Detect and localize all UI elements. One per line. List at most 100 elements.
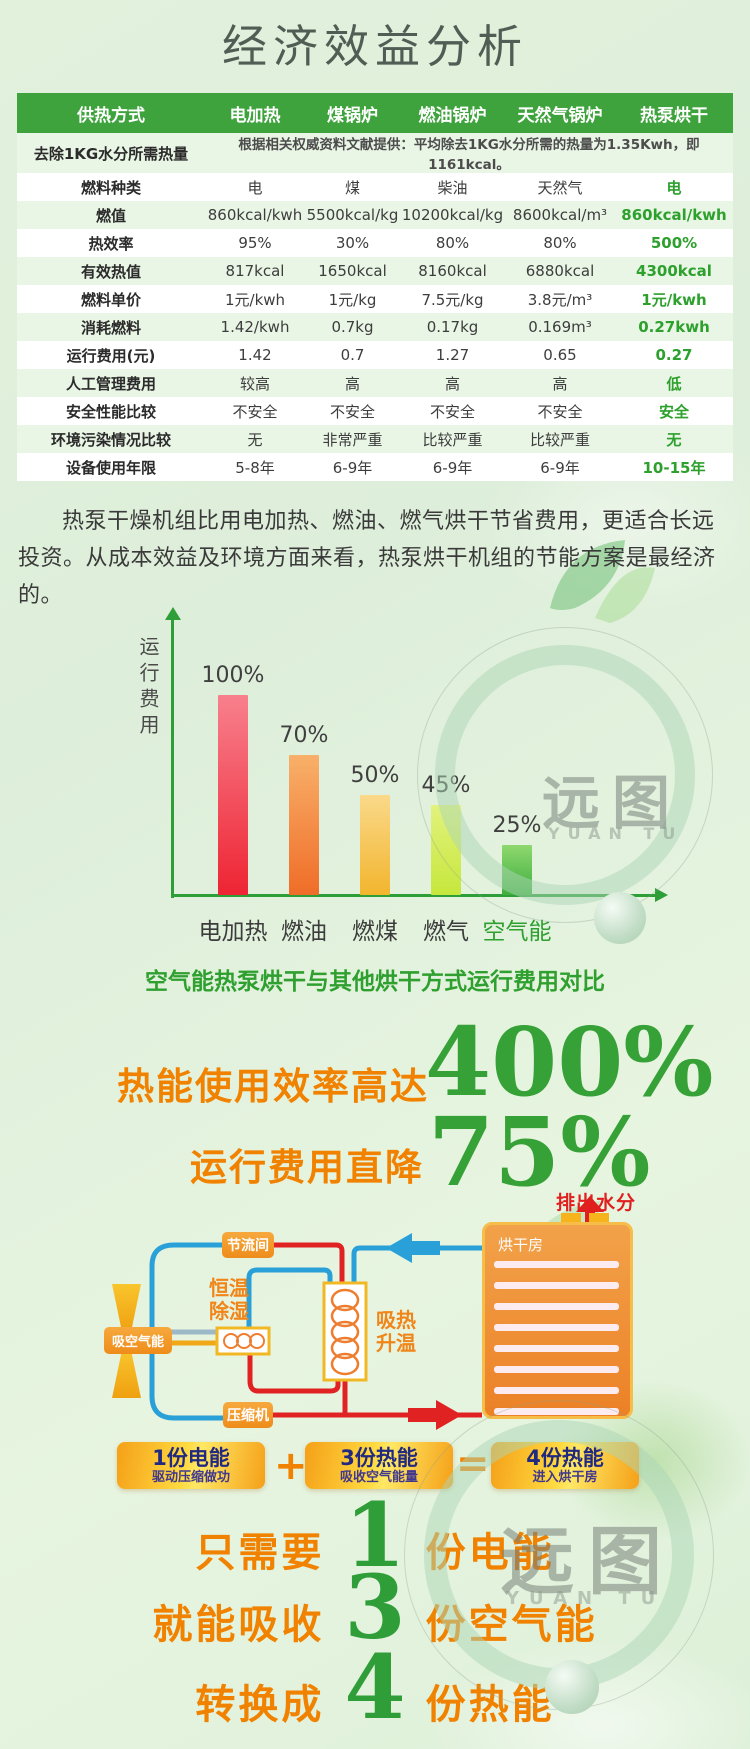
fan-label: 吸空气能: [104, 1327, 172, 1354]
table-row: 消耗燃料 1.42/kwh 0.7kg 0.17kg 0.169m³ 0.27kwh: [17, 313, 733, 341]
drying-room-label: 烘干房: [498, 1236, 544, 1254]
row-label: 燃料单价: [80, 290, 141, 309]
bar-category-label: 空气能: [482, 919, 552, 945]
bar: [431, 805, 461, 895]
table-cell: 安全: [658, 402, 689, 421]
table-cell: 7.5元/kg: [421, 290, 484, 309]
throttle-label: 节流间: [222, 1232, 274, 1258]
energy-box-subtitle: 进入烘干房: [532, 1470, 598, 1485]
energy-box-output: 4份热能 进入烘干房: [491, 1442, 639, 1489]
statement-suffix: 份热能: [425, 1682, 555, 1728]
blue-pipe: [351, 1245, 482, 1283]
coil-loop-icon: [330, 1320, 360, 1344]
bar-category-label: 燃气: [423, 919, 469, 945]
table-cell: 高: [344, 374, 360, 393]
room-slat: [494, 1366, 619, 1373]
table-cell: 比较严重: [422, 430, 483, 449]
energy-box-title: 4份热能: [526, 1446, 604, 1470]
room-slat: [494, 1282, 619, 1289]
table-row: 设备使用年限 5-8年 6-9年 6-9年 6-9年 10-15年: [17, 453, 733, 481]
x-axis: [171, 894, 657, 897]
row-label: 环境污染情况比较: [50, 430, 171, 449]
note-text: 根据相关权威资料文献提供：平均除去1KG水分所需的热量为1.35Kwh，即116…: [238, 137, 700, 173]
watermark-cn: 远图: [542, 769, 683, 837]
table-row: 环境污染情况比较 无 非常严重 比较严重 比较严重 无: [17, 425, 733, 453]
coil-loop-icon: [330, 1352, 360, 1376]
table-cell: 6-9年: [540, 458, 580, 477]
coil-loop-icon: [330, 1288, 360, 1312]
row-label: 人工管理费用: [65, 374, 156, 393]
bar: [360, 795, 390, 895]
table-cell: 3.8元/m³: [527, 290, 593, 309]
heat-absorb-label: 吸热 升温: [371, 1309, 421, 1355]
bar: [289, 755, 319, 895]
bar-category-label: 燃煤: [352, 919, 398, 945]
fan-blade-icon: [112, 1284, 141, 1332]
y-axis-arrow-icon: [165, 607, 181, 620]
exhaust-up-arrow-icon: [576, 1196, 604, 1228]
table-row: 燃料种类 电 煤 柴油 天然气 电: [17, 173, 733, 201]
fan-blade-icon: [112, 1350, 141, 1398]
table-cell: 860kcal/kwh: [207, 206, 303, 224]
watermark-sphere: [594, 892, 646, 944]
room-slat: [494, 1261, 619, 1268]
table-cell: 1元/kg: [328, 290, 377, 309]
bar-value-label: 100%: [201, 663, 265, 688]
summary-paragraph: 热泵干燥机组比用电加热、燃油、燃气烘干节省费用，更适合长远投资。从成本效益及环境…: [18, 509, 716, 608]
column-header: 供热方式: [17, 93, 205, 133]
energy-box-subtitle: 驱动压缩做功: [151, 1470, 230, 1485]
table-cell: 较高: [239, 374, 270, 393]
table-cell: 8160kcal: [418, 262, 487, 280]
dehumidify-label: 恒温 除湿: [199, 1277, 259, 1323]
x-axis-arrow-icon: [655, 888, 668, 902]
watermark-en: YUAN TU: [548, 824, 684, 843]
bar-category-label: 燃油: [281, 919, 327, 945]
table-row: 运行费用(元) 1.42 0.7 1.27 0.65 0.27: [17, 341, 733, 369]
table-cell: 高: [444, 374, 460, 393]
compressor-label: 压缩机: [223, 1402, 273, 1428]
statement-line: 转换成 4 份热能: [0, 1643, 750, 1731]
heat-absorb-line2: 升温: [376, 1331, 416, 1355]
heat-absorb-line1: 吸热: [376, 1308, 416, 1332]
table-cell: 500%: [650, 234, 698, 252]
table-header-row: 供热方式 电加热 煤锅炉 燃油锅炉 天然气锅炉 热泵烘干: [17, 93, 733, 133]
coil-loop-icon: [249, 1333, 265, 1349]
blue-flow-arrow-icon: [386, 1233, 440, 1263]
claim1-text: 热能使用效率高达: [117, 1065, 429, 1108]
table-row: 燃值 860kcal/kwh 5500kcal/kg 10200kcal/kg 8600…: [17, 201, 733, 229]
table-cell: 天然气: [537, 178, 583, 197]
room-slat: [494, 1303, 619, 1310]
column-header: 煤锅炉: [305, 93, 400, 133]
row-label: 燃值: [95, 206, 126, 225]
table-cell: 817kcal: [225, 262, 285, 280]
table-cell: 1.27: [435, 346, 470, 364]
table-cell: 不安全: [537, 402, 583, 421]
table-cell: 比较严重: [529, 430, 590, 449]
room-slat: [494, 1324, 619, 1331]
statement-digit: 1: [344, 1483, 406, 1587]
table-cell: 860kcal/kwh: [621, 206, 727, 224]
bar: [218, 695, 248, 895]
table-cell: 非常严重: [322, 430, 383, 449]
table-cell: 10200kcal/kg: [401, 206, 504, 224]
claim2-text: 运行费用直降: [190, 1146, 424, 1189]
column-header: 燃油锅炉: [400, 93, 505, 133]
bar-value-label: 50%: [350, 763, 400, 788]
table-cell: 不安全: [232, 402, 278, 421]
table-cell: 95%: [238, 234, 272, 252]
column-header: 天然气锅炉: [505, 93, 615, 133]
comparison-table: 供热方式 电加热 煤锅炉 燃油锅炉 天然气锅炉 热泵烘干 去除1KG水分所需热量 根据相关…: [17, 93, 733, 481]
column-header: 热泵烘干: [615, 93, 733, 133]
bar-value-label: 25%: [492, 813, 542, 838]
table-cell: 不安全: [329, 402, 375, 421]
table-cell: 0.169m³: [528, 318, 592, 336]
heat-pump-diagram: [112, 1196, 604, 1430]
blue-pipe: [246, 1267, 333, 1328]
table-cell: 无: [247, 430, 263, 449]
table-cell: 0.27kwh: [638, 318, 710, 336]
table-cell: 5500kcal/kg: [306, 206, 399, 224]
statement-prefix: 就能吸收: [152, 1602, 325, 1648]
bar: [502, 845, 532, 895]
room-slat: [494, 1408, 619, 1415]
room-slat: [494, 1345, 619, 1352]
